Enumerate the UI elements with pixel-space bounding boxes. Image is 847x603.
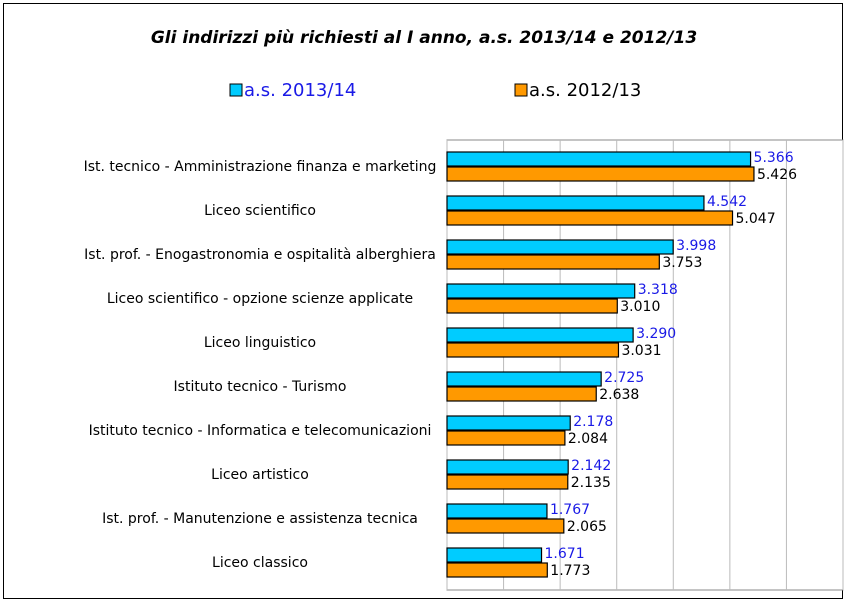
bar [446, 386, 597, 402]
bar [446, 518, 565, 534]
value-label: 2.135 [571, 475, 611, 491]
value-label: 1.671 [545, 546, 585, 562]
bar [446, 474, 569, 490]
value-label: 2.178 [573, 414, 613, 430]
value-label: 2.725 [604, 370, 644, 386]
value-label: 2.142 [571, 458, 611, 474]
y-tick-label: Ist. prof. - Enogastronomia e ospitalità… [84, 247, 436, 263]
bar [446, 283, 636, 299]
bar [446, 547, 543, 563]
bar [446, 166, 755, 182]
value-label: 3.031 [621, 343, 661, 359]
value-label: 3.998 [676, 238, 716, 254]
bar [446, 415, 571, 431]
value-label: 3.318 [638, 282, 678, 298]
bar [446, 239, 674, 255]
bar [446, 151, 752, 167]
value-label: 2.638 [599, 387, 639, 403]
value-label: 1.767 [550, 502, 590, 518]
y-tick-label: Liceo scientifico [204, 203, 316, 219]
bar [446, 210, 734, 226]
y-tick-label: Istituto tecnico - Informatica e telecom… [88, 423, 432, 439]
bar [446, 371, 602, 387]
bar [446, 430, 566, 446]
y-tick-label: Ist. prof. - Manutenzione e assistenza t… [102, 511, 418, 527]
value-label: 5.047 [736, 211, 776, 227]
bar [446, 327, 634, 343]
bar [446, 562, 548, 578]
bar [446, 254, 660, 270]
value-label: 1.773 [550, 563, 590, 579]
value-label: 4.542 [707, 194, 747, 210]
y-tick-label: Liceo classico [212, 555, 308, 571]
bar [446, 459, 569, 475]
value-label: 3.290 [636, 326, 676, 342]
value-label: 2.065 [567, 519, 607, 535]
chart-title: Gli indirizzi più richiesti al I anno, a… [151, 28, 697, 48]
value-label: 5.426 [757, 167, 797, 183]
legend-swatch [514, 83, 528, 97]
legend-label: a.s. 2012/13 [529, 80, 641, 101]
y-tick-label: Liceo artistico [211, 467, 309, 483]
bar [446, 503, 548, 519]
value-label: 2.084 [568, 431, 608, 447]
value-label: 3.753 [662, 255, 702, 271]
bar [446, 298, 618, 314]
y-tick-label: Liceo linguistico [203, 335, 317, 351]
legend-label: a.s. 2013/14 [244, 80, 356, 101]
value-label: 3.010 [620, 299, 660, 315]
bar [446, 342, 620, 358]
y-tick-label: Ist. tecnico - Amministrazione finanza e… [83, 159, 437, 175]
bar [446, 195, 705, 211]
y-tick-label: Istituto tecnico - Turismo [173, 379, 347, 395]
y-tick-label: Liceo scientifico - opzione scienze appl… [106, 291, 414, 307]
value-label: 5.366 [754, 150, 794, 166]
legend-swatch [229, 83, 243, 97]
